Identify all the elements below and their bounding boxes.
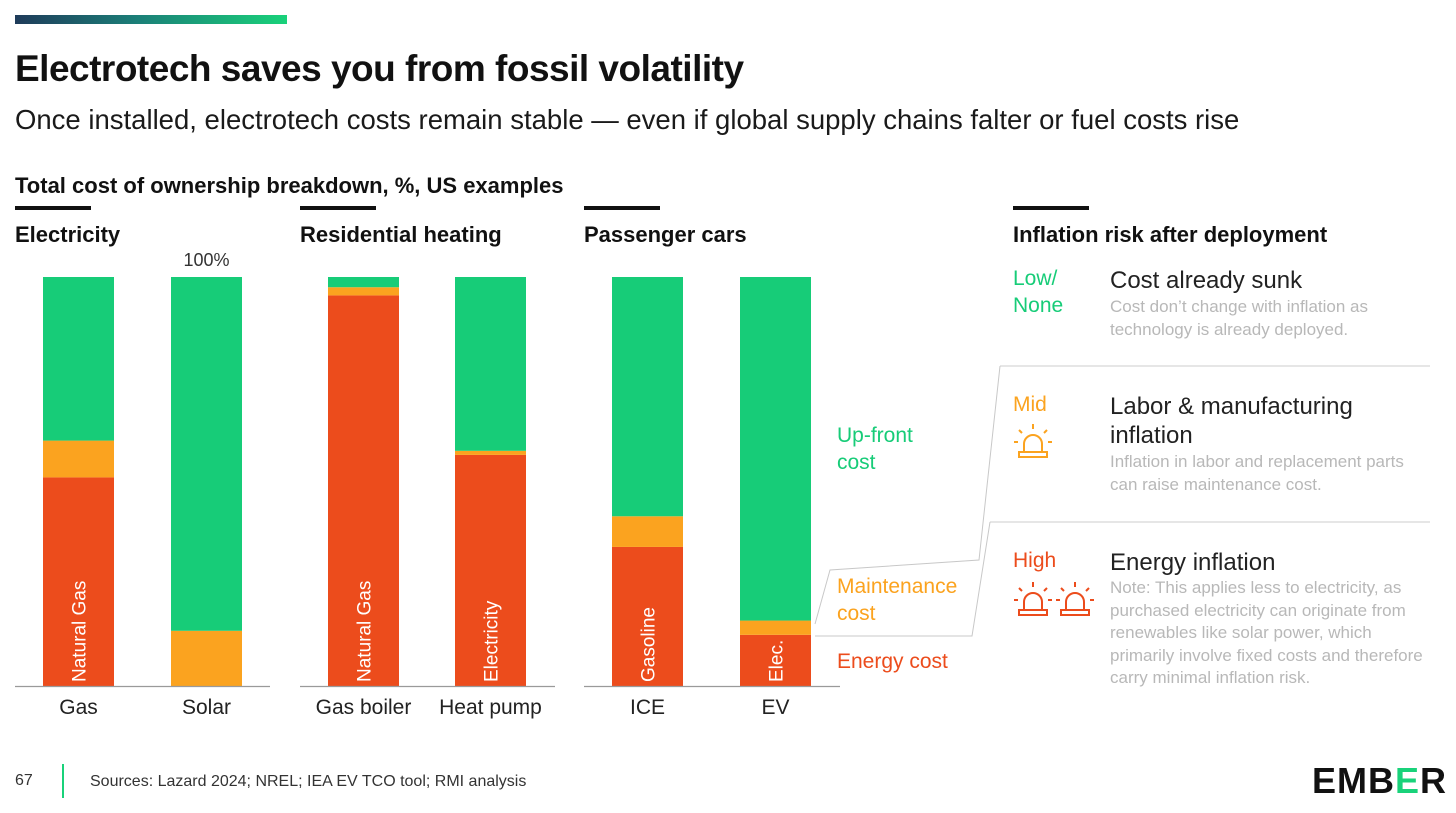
risk-desc-high: Note: This applies less to electricity, …: [1110, 578, 1423, 687]
siren-icon: [1014, 424, 1052, 458]
category-label: EV: [761, 696, 789, 719]
panel-underline: [15, 206, 91, 210]
bar-segment-upfront: [171, 277, 242, 631]
max-value-label: 100%: [183, 250, 229, 270]
category-label: Heat pump: [439, 696, 542, 719]
bar-segment-energy: [740, 634, 811, 686]
risk-desc-mid: Inflation in labor and replacement parts…: [1110, 452, 1404, 494]
panel-underline: [300, 206, 376, 210]
connector-line-mid: [814, 365, 1001, 625]
bar-segment-maintenance: [740, 620, 811, 635]
category-label: ICE: [630, 696, 665, 719]
energy-source-label: Natural Gas: [355, 581, 376, 682]
risk-heading-high: Energy inflation: [1110, 549, 1276, 576]
bar-segment-upfront: [612, 277, 683, 517]
risk-level-mid: Mid: [1013, 393, 1047, 416]
energy-source-label: Elec.: [767, 640, 788, 682]
logo-part: E: [1395, 760, 1421, 801]
bar-segment-maintenance: [455, 450, 526, 455]
legend-maintenance: Maintenance cost: [837, 575, 957, 625]
bar-segment-maintenance: [328, 287, 399, 296]
legend-energy: Energy cost: [837, 650, 948, 673]
risk-level-high: High: [1013, 549, 1057, 572]
panel-title-electricity: Electricity: [15, 222, 121, 247]
legend-upfront: Up-front cost: [837, 424, 913, 474]
bar-segment-upfront: [43, 277, 114, 441]
panel-title-heating: Residential heating: [300, 222, 502, 247]
category-label: Gas: [59, 696, 98, 719]
page-number: 67: [15, 772, 33, 789]
siren-icon: [1056, 582, 1094, 616]
siren-icon: [1014, 582, 1052, 616]
risk-level-low: Low/ None: [1013, 267, 1064, 317]
panel-title-cars: Passenger cars: [584, 222, 747, 247]
category-label: Solar: [182, 696, 231, 719]
connector-line-high: [815, 521, 991, 637]
page-title: Electrotech saves you from fossil volati…: [15, 48, 744, 89]
page-subtitle: Once installed, electrotech costs remain…: [15, 104, 1240, 135]
chart-title: Total cost of ownership breakdown, %, US…: [15, 173, 564, 198]
category-label: Gas boiler: [316, 696, 412, 719]
logo-part: EMB: [1312, 760, 1395, 801]
bar-segment-upfront: [740, 277, 811, 621]
energy-source-label: Gasoline: [639, 607, 660, 682]
bar-segment-energy: [43, 477, 114, 686]
bar-segment-energy: [328, 295, 399, 686]
risk-underline: [1013, 206, 1089, 210]
accent-bar: [15, 15, 287, 24]
bar-segment-upfront: [328, 277, 399, 288]
bar-segment-maintenance: [171, 630, 242, 686]
bar-segment-energy: [612, 546, 683, 686]
bar-segment-maintenance: [43, 440, 114, 478]
energy-source-label: Natural Gas: [70, 581, 91, 682]
risk-heading-mid: Labor & manufacturing inflation: [1110, 393, 1353, 449]
panel-underline: [584, 206, 660, 210]
ember-logo: EMBER: [1312, 760, 1447, 802]
risk-desc-low: Cost don’t change with inflation as tech…: [1110, 297, 1368, 339]
risk-title: Inflation risk after deployment: [1013, 222, 1328, 247]
sources: Sources: Lazard 2024; NREL; IEA EV TCO t…: [90, 773, 527, 790]
footer-divider: [62, 764, 64, 798]
bar-segment-energy: [455, 454, 526, 686]
risk-heading-low: Cost already sunk: [1110, 267, 1303, 294]
logo-part: R: [1420, 760, 1448, 801]
bar-segment-upfront: [455, 277, 526, 451]
energy-source-label: Electricity: [482, 600, 503, 682]
bar-segment-maintenance: [612, 516, 683, 547]
